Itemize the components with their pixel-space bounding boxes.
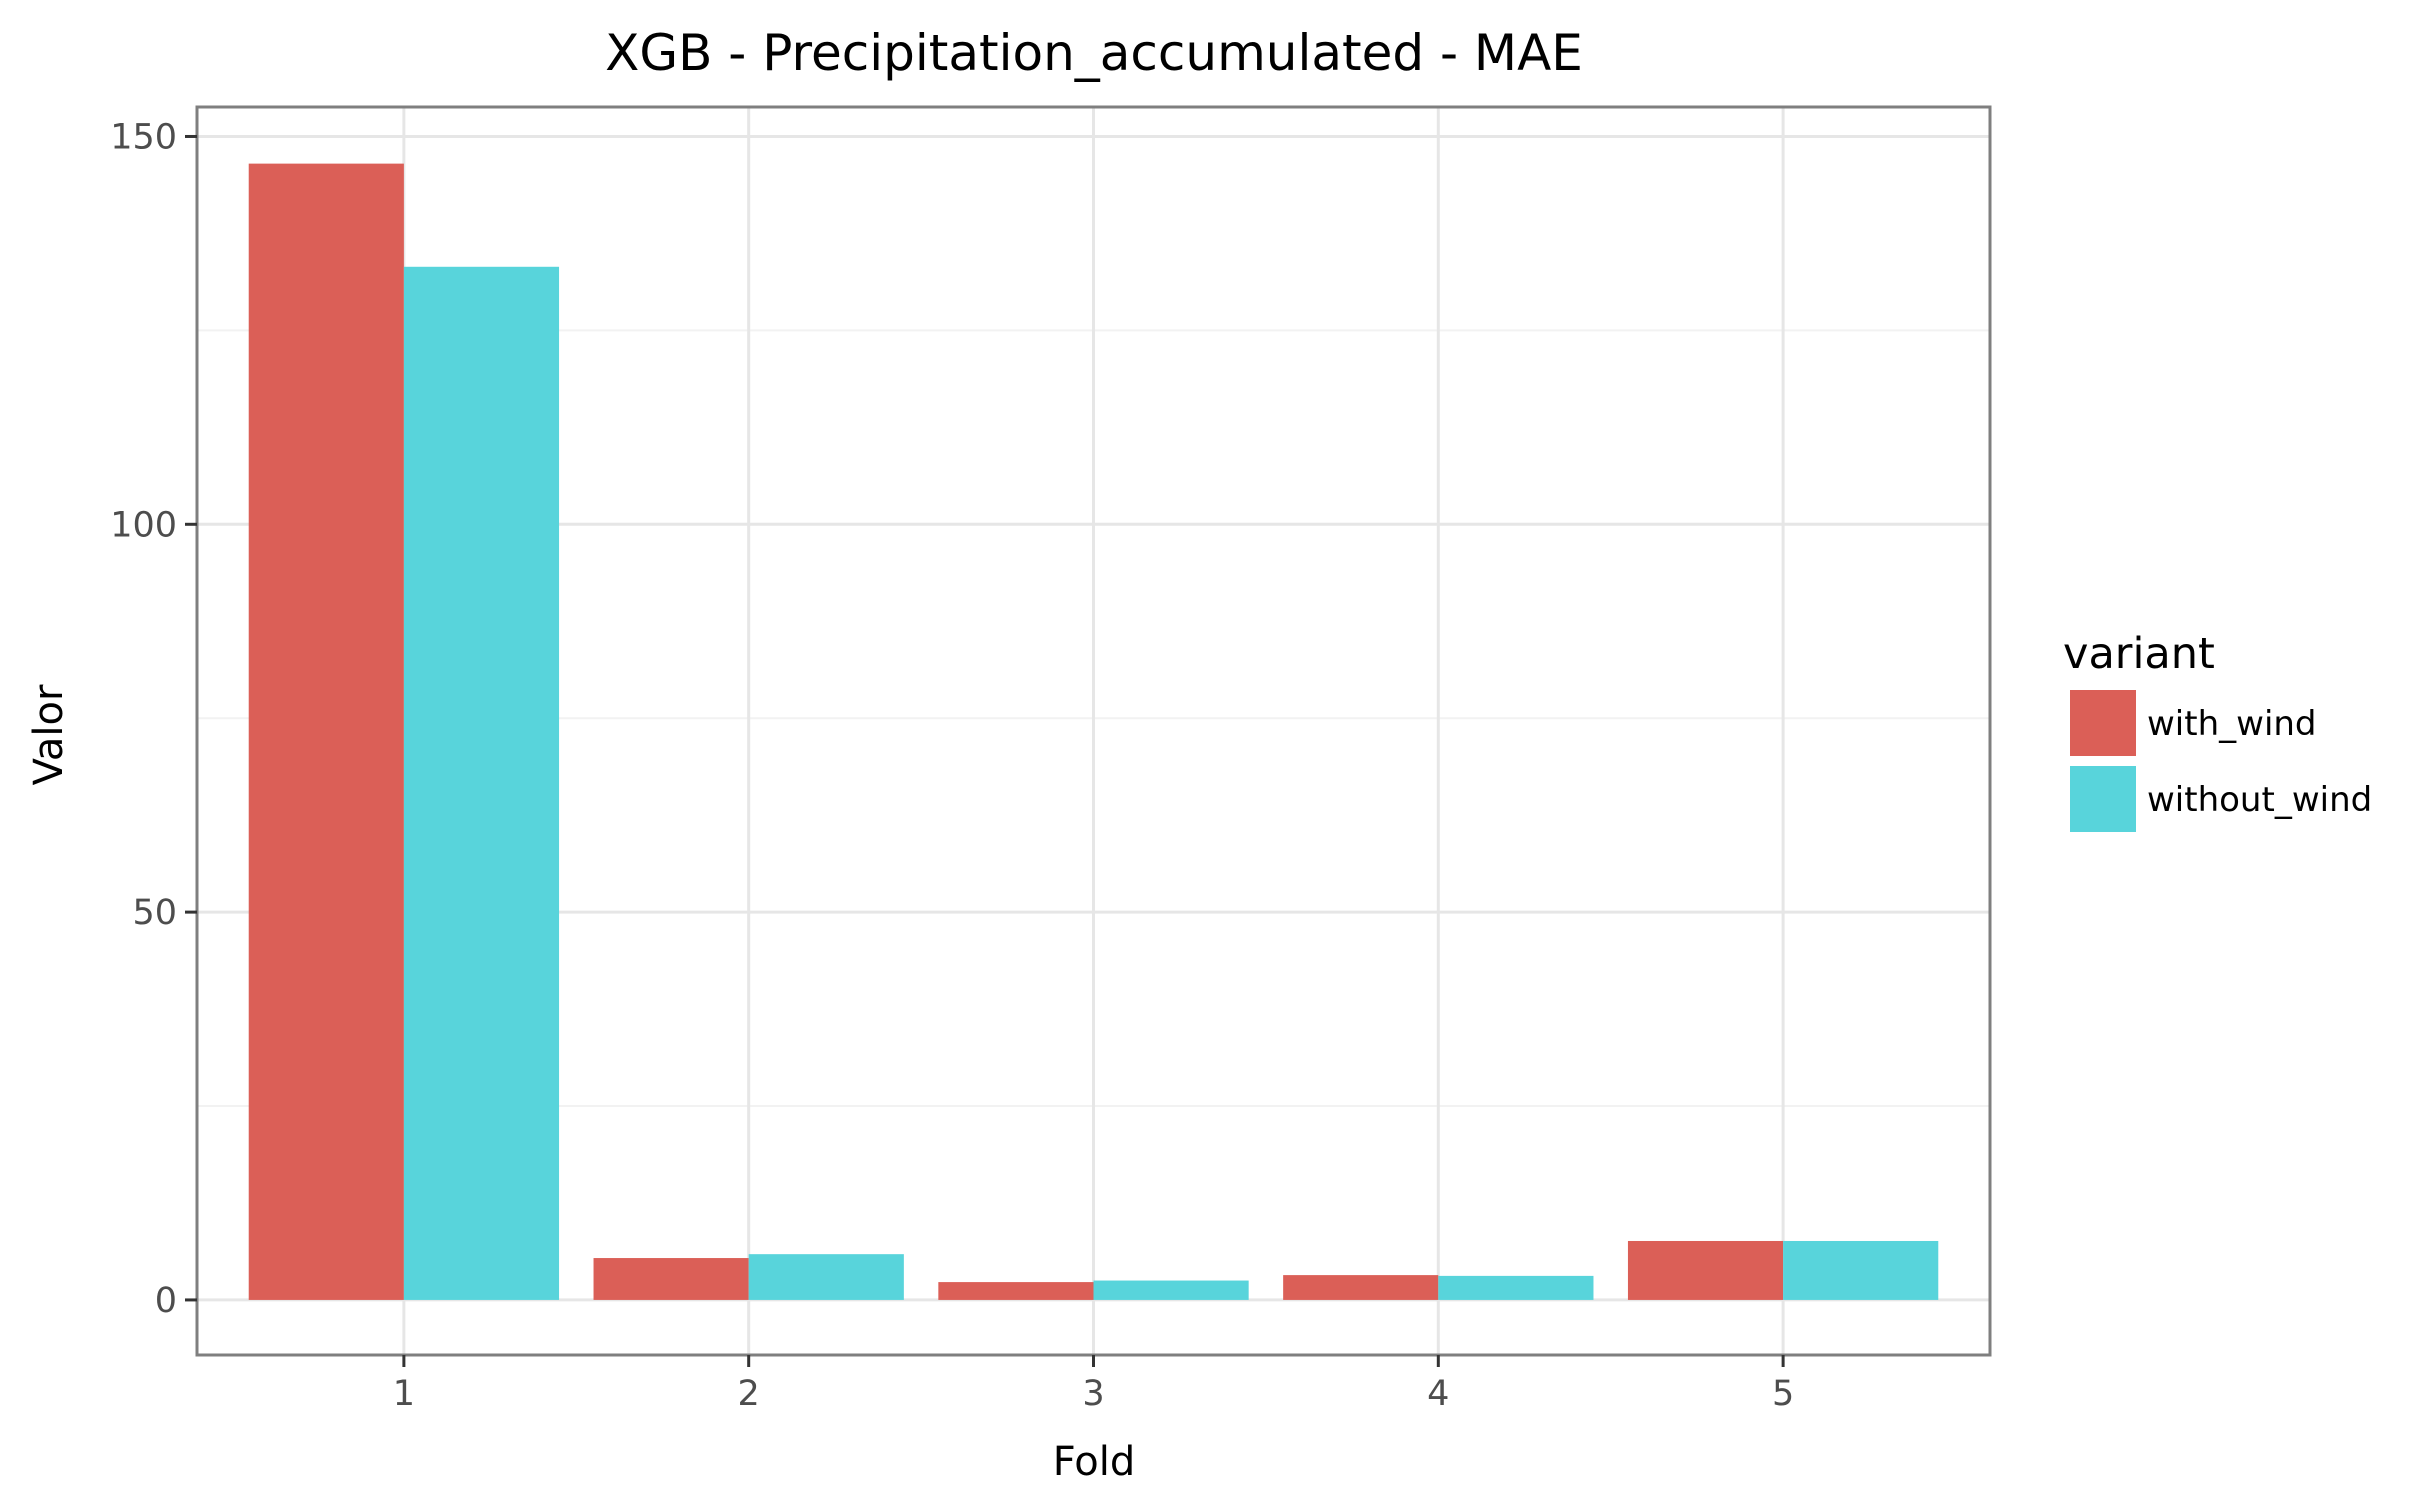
x-axis-title: Fold <box>1053 1439 1136 1485</box>
y-tick-label: 100 <box>110 505 177 545</box>
y-tick-label: 150 <box>110 117 177 157</box>
bar-with_wind-4 <box>1283 1275 1439 1300</box>
legend-swatch-without_wind <box>2070 766 2136 832</box>
x-tick-label: 5 <box>1772 1374 1794 1414</box>
x-tick-label: 1 <box>393 1374 415 1414</box>
bar-without_wind-2 <box>748 1254 904 1300</box>
bar-without_wind-5 <box>1783 1240 1939 1300</box>
x-tick-label: 2 <box>738 1374 760 1414</box>
bar-with_wind-2 <box>593 1258 749 1300</box>
bar-without_wind-1 <box>403 266 560 1300</box>
legend-swatch-with_wind <box>2070 690 2136 756</box>
legend-label-without_wind: without_wind <box>2147 780 2372 820</box>
bars <box>248 163 1939 1300</box>
x-tick-label: 3 <box>1082 1374 1104 1414</box>
bar-with_wind-3 <box>938 1282 1094 1300</box>
legend: variant with_wind without_wind <box>2063 629 2372 832</box>
bar-with_wind-5 <box>1627 1240 1784 1300</box>
y-tick-label: 50 <box>132 893 177 933</box>
y-tick-label: 0 <box>155 1281 177 1321</box>
legend-title: variant <box>2063 629 2215 679</box>
bar-without_wind-4 <box>1438 1275 1594 1300</box>
bar-without_wind-3 <box>1093 1280 1249 1300</box>
bar-with_wind-1 <box>248 163 404 1300</box>
axis-ticks: 0 50 100 150 1 2 3 4 5 <box>110 117 1794 1414</box>
y-axis-title: Valor <box>26 684 72 785</box>
legend-items: with_wind without_wind <box>2070 690 2372 832</box>
x-tick-label: 4 <box>1427 1374 1449 1414</box>
legend-label-with_wind: with_wind <box>2147 704 2317 744</box>
chart-title: XGB - Precipitation_accumulated - MAE <box>605 24 1583 82</box>
